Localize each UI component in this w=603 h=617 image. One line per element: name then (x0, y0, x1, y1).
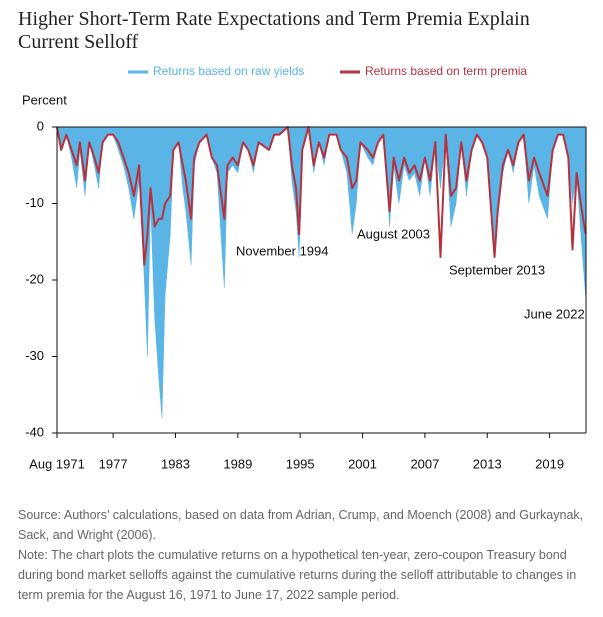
line (56, 126, 587, 266)
x-tick-label: 2019 (535, 456, 564, 471)
chart-title: Higher Short-Term Rate Expectations and … (18, 8, 530, 53)
x-tick-label: 1989 (223, 456, 252, 471)
legend-label: Returns based on raw yields (153, 64, 304, 78)
y-axis-label: Percent (22, 92, 67, 107)
source: Source: Authors’ calculations, based on … (18, 508, 584, 542)
annotation: August 2003 (357, 226, 430, 241)
y-tick-label: -30 (25, 348, 44, 363)
annotation: November 1994 (236, 243, 329, 258)
x-tick-label: 2007 (410, 456, 439, 471)
x-tick-label: 1977 (99, 456, 128, 471)
y-tick-label: -40 (25, 424, 44, 439)
x-tick-label: 1995 (286, 456, 315, 471)
note: Note: The chart plots the cumulative ret… (18, 548, 577, 602)
legend-label: Returns based on term premia (365, 64, 527, 78)
annotation: June 2022 (524, 306, 585, 321)
chart: Percent Returns based on raw yields Retur… (22, 64, 587, 471)
annotation: September 2013 (449, 262, 545, 277)
x-tick-label: 2013 (473, 456, 502, 471)
notes: Source: Authors’ calculations, based on … (18, 505, 593, 605)
x-tick-label: 2001 (348, 456, 377, 471)
x-tick-label: Aug 1971 (29, 456, 85, 471)
y-tick-label: 0 (37, 118, 44, 133)
y-tick-label: -10 (25, 195, 44, 210)
y-tick-label: -20 (25, 271, 44, 286)
x-tick-label: 1983 (161, 456, 190, 471)
